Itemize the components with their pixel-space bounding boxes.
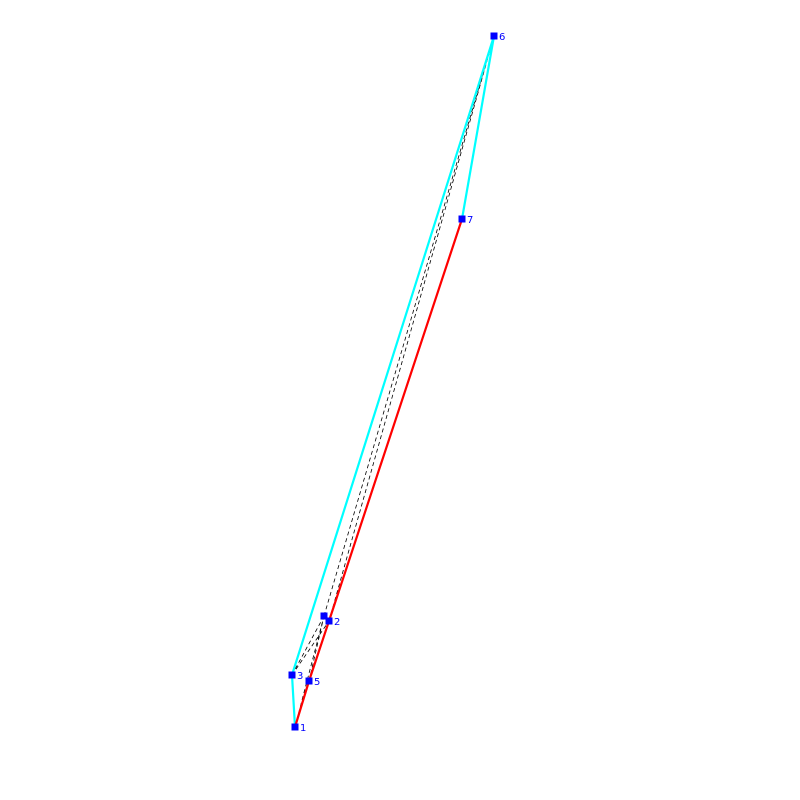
dashed-edge-v4-v6 [323, 35, 495, 617]
dashed-edge-v3-v2 [291, 620, 330, 676]
vertex-label-v3: 3 [297, 671, 303, 682]
red-path [293, 218, 464, 728]
dashed-edge-v2-v6 [328, 35, 495, 622]
vertex-label-v7: 7 [467, 215, 473, 226]
vertices: 1 2 35 6 7 [288, 32, 505, 734]
dashed-edge-v1-v4 [294, 615, 325, 728]
vertex-label-v1: 1 [300, 723, 306, 734]
vertex-label-v5: 5 [314, 677, 320, 688]
path-edges [290, 34, 496, 728]
vertex-marker-v4 [320, 612, 328, 620]
vertex-marker-v5 [305, 677, 313, 685]
vertex-marker-v1 [291, 723, 299, 731]
vertex-marker-v7 [458, 215, 466, 223]
vertex-marker-v6 [490, 32, 498, 40]
vertex-marker-v2 [325, 617, 333, 625]
cyan-path [290, 34, 496, 728]
vertex-label-v6: 6 [499, 32, 505, 43]
vertex-label-v2: 2 [334, 617, 340, 628]
vertex-marker-v3 [288, 671, 296, 679]
